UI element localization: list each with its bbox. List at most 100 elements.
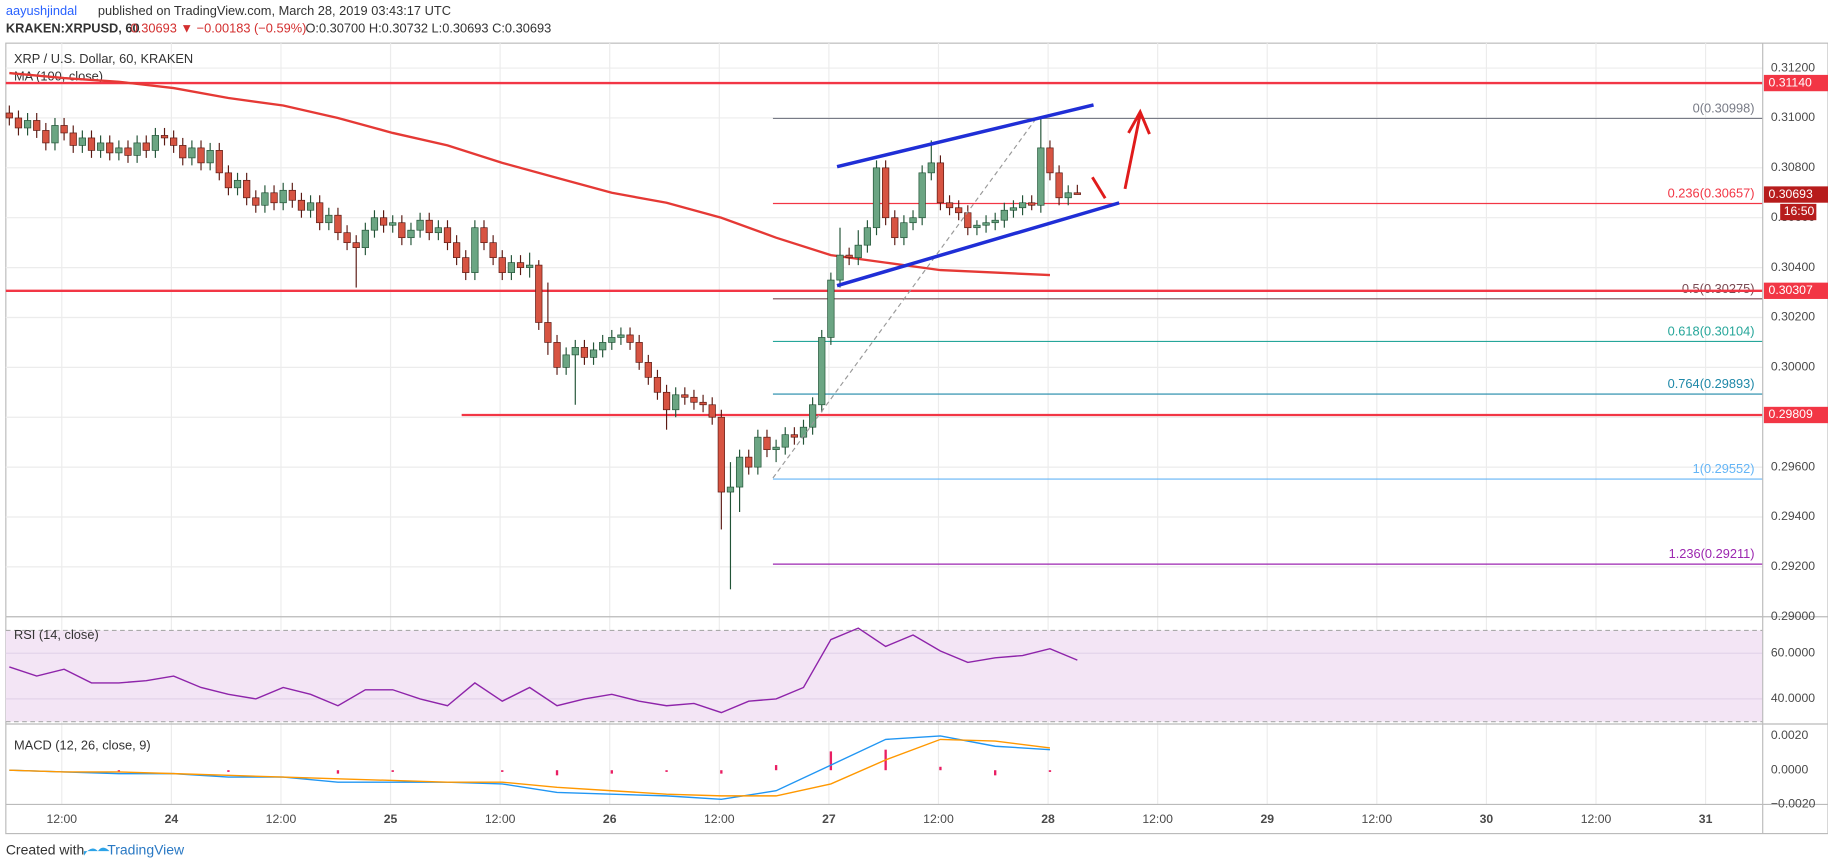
footer-brand[interactable]: TradingView: [107, 842, 185, 858]
candle-body: [69, 132, 77, 146]
arrow-down: [1091, 176, 1107, 199]
candle-body: [690, 396, 698, 403]
x-tick-label: 30: [1480, 812, 1494, 826]
macd-legend: MACD (12, 26, close, 9): [14, 738, 151, 753]
y-tick-label: 0.30800: [1771, 160, 1815, 174]
macd-tick-label: 0.0000: [1771, 762, 1809, 776]
candle-body: [115, 147, 123, 154]
candle-body: [434, 227, 442, 234]
fib-trend: [772, 116, 1039, 479]
macd-histogram-bar: [227, 770, 230, 772]
last-price-box: [1763, 186, 1828, 203]
channel-upper: [836, 103, 1094, 169]
candle-body: [726, 486, 735, 493]
candle-body: [215, 150, 223, 174]
candle-body: [763, 436, 771, 451]
candle-body: [78, 137, 86, 146]
candle-body: [571, 347, 579, 356]
candle-body: [160, 135, 169, 139]
candle-body: [599, 342, 607, 351]
candle-body: [261, 192, 269, 206]
candle-body: [982, 222, 990, 226]
candle-body: [151, 135, 159, 151]
fib-label: 1.236(0.29211): [1669, 546, 1755, 561]
candle-body: [416, 219, 424, 231]
rsi-tick-label: 40.0000: [1771, 691, 1815, 705]
candle-body: [507, 262, 515, 273]
candle-body: [544, 322, 552, 343]
macd-histogram-bar: [501, 770, 504, 772]
candle-body: [735, 456, 744, 488]
candle-body: [142, 142, 150, 151]
candle-body: [1009, 207, 1018, 211]
candle-body: [717, 416, 725, 493]
footer-created: Created with: [6, 842, 84, 858]
candle-body: [407, 229, 415, 239]
macd-histogram-bar: [391, 770, 394, 772]
candle-body: [653, 376, 662, 393]
candle-body: [233, 179, 242, 189]
symbol: KRAKEN:XRPUSD, 60: [6, 21, 140, 36]
candle-body: [325, 214, 333, 224]
candle-body: [279, 189, 287, 204]
candle-body: [124, 147, 132, 156]
candle-body: [608, 337, 616, 343]
candle-body: [964, 212, 972, 229]
chart-title: XRP / U.S. Dollar, 60, KRAKEN: [14, 51, 193, 66]
x-tick-label: 12:00: [485, 812, 516, 826]
candle-body: [708, 404, 716, 418]
candle-body: [635, 342, 643, 363]
x-tick-label: 27: [822, 812, 836, 826]
candle-body: [553, 342, 561, 368]
macd-histogram-bar: [994, 770, 997, 776]
ohlc: O:0.30700 H:0.30732 L:0.30693 C:0.30693: [305, 21, 551, 36]
fib-label: 0.764(0.29893): [1668, 376, 1755, 391]
quote: 0.30693 ▼ −0.00183 (−0.59%): [131, 21, 307, 36]
macd-histogram-bar: [939, 766, 942, 771]
candle-body: [973, 224, 981, 229]
macd-histogram-bar: [555, 770, 559, 776]
plot: 0(0.30998) 0.236(0.30657) 0.5(0.30275) 0.61…: [5, 71, 1763, 801]
candle-body: [936, 162, 945, 204]
y-tick-label: 0.29600: [1771, 459, 1815, 473]
candle-body: [918, 172, 926, 219]
candle-body: [197, 147, 205, 164]
candle-body: [589, 349, 598, 358]
chart-frame: [5, 42, 1828, 835]
candle-body: [370, 217, 379, 231]
x-tick-label: 29: [1260, 812, 1274, 826]
candle-body: [818, 337, 826, 406]
candle-body: [909, 217, 917, 224]
macd-histogram-bar: [336, 770, 340, 774]
macd-histogram-bar: [829, 751, 833, 771]
channel-lower: [836, 201, 1120, 288]
level-box: [1763, 406, 1828, 424]
candle-body: [334, 214, 342, 234]
rsi-legend: RSI (14, close): [14, 627, 99, 642]
candle-body: [33, 120, 41, 131]
candle-body: [662, 391, 671, 411]
candle-body: [252, 197, 260, 206]
candle-body: [389, 222, 397, 226]
candle-body: [270, 192, 278, 204]
candle-body: [170, 137, 178, 146]
candle-body: [1046, 147, 1054, 174]
candle-body: [106, 142, 114, 154]
y-tick-label: 0.30200: [1771, 310, 1815, 324]
rsi-line: [9, 627, 1078, 714]
y-tick-label: 0.29400: [1771, 509, 1815, 523]
y-tick-label: 0.29200: [1771, 559, 1815, 573]
x-tick-label: 12:00: [266, 812, 297, 826]
x-tick-label: 31: [1699, 812, 1713, 826]
author[interactable]: aayushjindal: [6, 3, 77, 18]
y-tick-label: 0.31200: [1771, 60, 1815, 74]
candle-body: [955, 207, 963, 214]
ma-line: [9, 71, 1051, 277]
candle-body: [471, 227, 479, 273]
candle-body: [1037, 147, 1045, 206]
candle-body: [1000, 209, 1008, 221]
last-price-label: 0.30693: [1769, 187, 1813, 201]
candle-body: [754, 436, 762, 468]
candle-body: [790, 434, 798, 438]
x-tick-label: 25: [384, 812, 398, 826]
